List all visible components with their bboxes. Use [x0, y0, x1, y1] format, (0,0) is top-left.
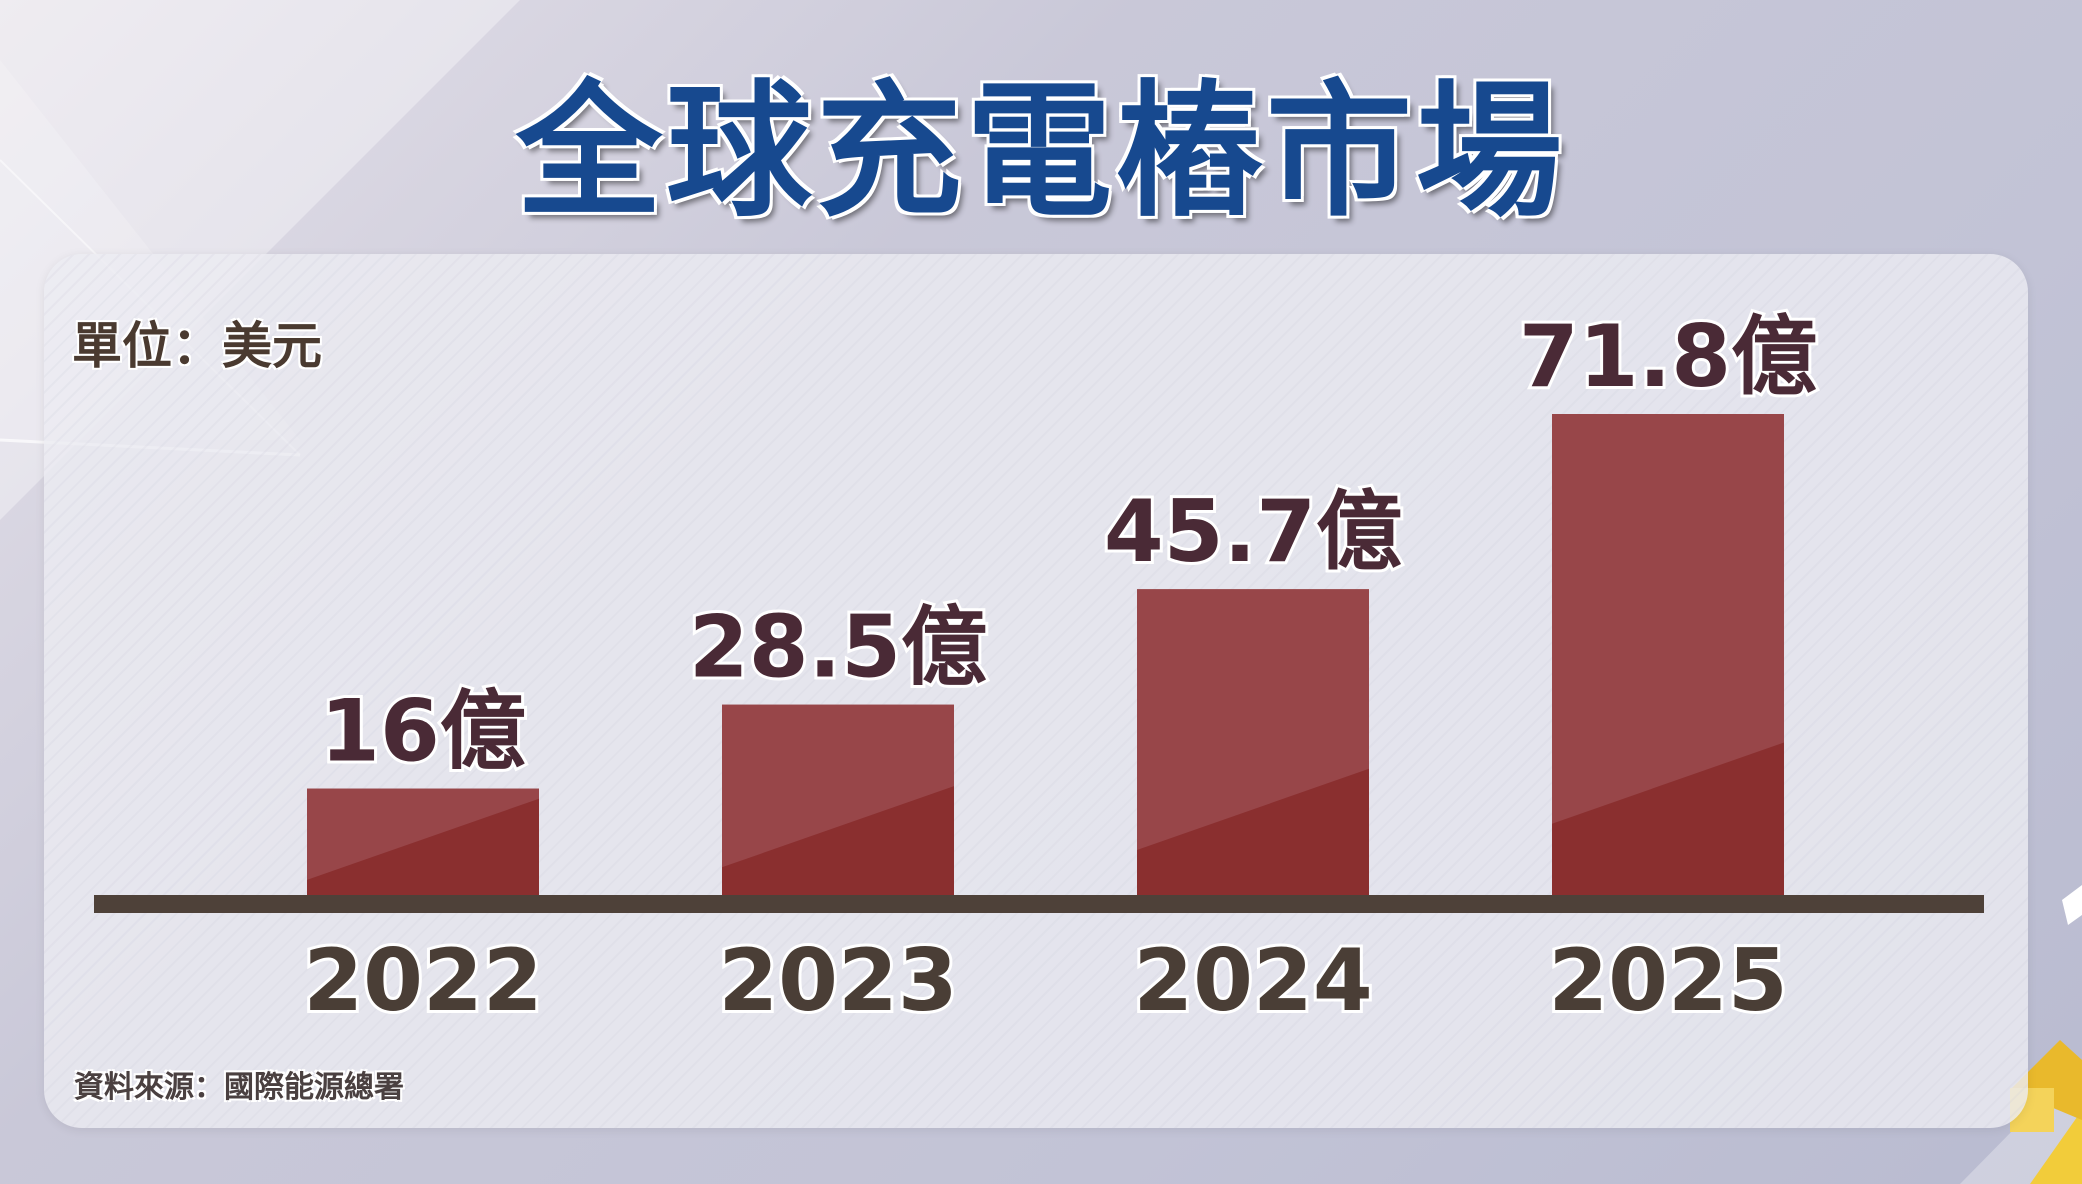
value-label-2023: 28.5億 — [689, 598, 987, 698]
source-label: 資料來源：國際能源總署 — [74, 1070, 404, 1105]
x-tick-label-2025: 2025 — [1548, 931, 1787, 1031]
bar-highlight-2022 — [307, 788, 539, 880]
x-axis-line — [94, 895, 1984, 913]
bar-highlight-2025 — [1552, 414, 1784, 824]
labels-layer: 16億 2022 28.5億 2023 45.7億 2024 71.8億 2025 — [300, 304, 1820, 1034]
bars-layer — [307, 414, 1784, 897]
x-tick-label-2022: 2022 — [303, 931, 542, 1031]
bar-highlight-2024 — [1137, 589, 1369, 850]
value-label-2024: 45.7億 — [1104, 482, 1402, 582]
page-title: 全球充電樁市場 — [516, 67, 1566, 237]
unit-label: 單位：美元 — [72, 317, 322, 375]
value-label-2025: 71.8億 — [1519, 307, 1817, 407]
x-tick-label-2024: 2024 — [1133, 931, 1372, 1031]
value-label-2022: 16億 — [320, 682, 526, 782]
x-tick-label-2023: 2023 — [718, 931, 957, 1031]
bar-highlight-2023 — [722, 704, 954, 868]
